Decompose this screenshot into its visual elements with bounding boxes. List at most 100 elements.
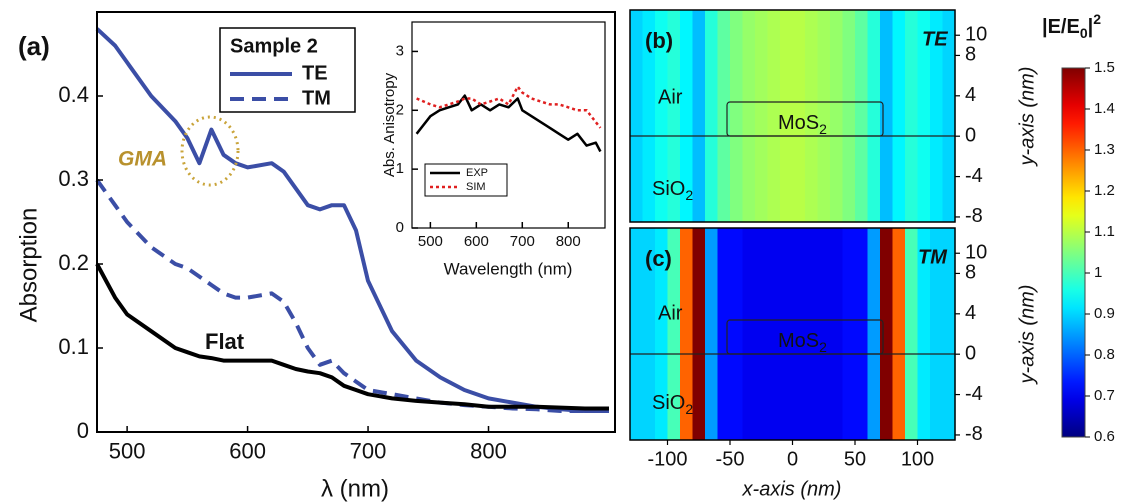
heatmap-column xyxy=(880,228,894,440)
x-tick-label: 50 xyxy=(844,448,866,470)
film-label-main: MoS xyxy=(778,330,819,352)
heatmap-column xyxy=(917,228,931,440)
heatmap-column xyxy=(917,10,931,222)
heatmap-column xyxy=(817,228,831,440)
heatmap-column xyxy=(655,228,669,440)
colorbar-tick-label: 1.5 xyxy=(1094,59,1115,76)
heatmap-column xyxy=(705,10,719,222)
inset-y-label: Abs. Anisotropy xyxy=(381,72,398,177)
heatmap-column xyxy=(767,228,781,440)
colorbar-tick-label: 1.2 xyxy=(1094,182,1115,199)
x-axis-label: λ (nm) xyxy=(321,475,389,502)
colorbar-tick-label: 1.4 xyxy=(1094,100,1115,117)
heatmap-column xyxy=(805,10,819,222)
y-tick-label: 4 xyxy=(965,84,976,106)
colorbar-title-part: |E/E xyxy=(1042,16,1080,38)
annotation: Air xyxy=(658,86,683,108)
heatmap-column xyxy=(792,228,806,440)
y-tick-label: 4 xyxy=(965,302,976,324)
x-tick-label: 700 xyxy=(510,233,535,250)
y-tick-label: 3 xyxy=(396,42,404,59)
substrate-label: SiO2 xyxy=(652,392,693,416)
heatmap-column xyxy=(817,10,831,222)
colorbar-tick-label: 0.8 xyxy=(1094,346,1115,363)
heatmap-column xyxy=(930,10,944,222)
heatmap-column xyxy=(892,228,906,440)
y-tick-label: 2 xyxy=(396,101,404,118)
x-tick-label: 800 xyxy=(556,233,581,250)
legend-label: TM xyxy=(302,87,331,109)
y-tick-label: 0.3 xyxy=(58,166,89,191)
heatmap-column xyxy=(842,10,856,222)
y-tick-label: 0.1 xyxy=(58,334,89,359)
colorbar-tick-label: 0.9 xyxy=(1094,305,1115,322)
x-tick-label: 600 xyxy=(464,233,489,250)
heatmap-column xyxy=(830,228,844,440)
heatmap-column xyxy=(942,228,956,440)
panel-label: (a) xyxy=(18,31,50,61)
y-tick-label: -4 xyxy=(965,383,983,405)
panel-label: (b) xyxy=(645,28,673,53)
heatmap-column xyxy=(867,10,881,222)
substrate-label-sub: 2 xyxy=(685,401,693,417)
inset-frame xyxy=(411,21,606,229)
heatmap-column xyxy=(780,10,794,222)
y-tick-label: -8 xyxy=(965,423,983,445)
film-label-sub: 2 xyxy=(819,339,827,355)
x-tick-label: 800 xyxy=(470,439,507,464)
substrate-label-main: SiO xyxy=(652,178,685,200)
heatmap-column xyxy=(642,10,656,222)
y-tick-label: 0.4 xyxy=(58,82,89,107)
y-axis-label: y-axis (nm) xyxy=(1016,67,1038,168)
heatmap-column xyxy=(642,228,656,440)
heatmap-column xyxy=(842,228,856,440)
film-outline xyxy=(726,319,884,355)
x-tick-label: 700 xyxy=(350,439,387,464)
legend-label: TE xyxy=(302,62,328,84)
heatmap-column xyxy=(830,10,844,222)
plot-frame xyxy=(629,9,956,223)
heatmap-column xyxy=(692,10,706,222)
colorbar-tick-label: 1.1 xyxy=(1094,223,1115,240)
heatmap-column xyxy=(730,228,744,440)
series-line xyxy=(95,27,609,413)
panel-title: TM xyxy=(918,246,948,268)
colorbar xyxy=(1061,67,1086,438)
colorbar-tick-label: 1 xyxy=(1094,264,1102,281)
inset-legend-box xyxy=(424,163,508,197)
film-label-main: MoS xyxy=(778,112,819,134)
series-line xyxy=(95,263,609,411)
heatmap-column xyxy=(755,10,769,222)
x-tick-label: 500 xyxy=(109,439,146,464)
heatmap-column xyxy=(880,10,894,222)
x-tick-label: 100 xyxy=(901,448,934,470)
heatmap-column xyxy=(742,228,756,440)
x-axis-label: x-axis (nm) xyxy=(742,478,842,500)
heatmap-column xyxy=(905,10,919,222)
heatmap-column xyxy=(792,10,806,222)
heatmap-column xyxy=(717,10,731,222)
y-tick-label: -8 xyxy=(965,205,983,227)
heatmap-column xyxy=(680,10,694,222)
heatmap-column xyxy=(855,10,869,222)
heatmap-column xyxy=(942,10,956,222)
series-label: Flat xyxy=(205,329,245,354)
x-tick-label: 600 xyxy=(229,439,266,464)
annotation: Air xyxy=(658,302,683,324)
plot-frame xyxy=(96,11,616,433)
x-tick-label: 500 xyxy=(418,233,443,250)
colorbar-title-part: | xyxy=(1088,16,1094,38)
heatmap-column xyxy=(755,228,769,440)
heatmap-column xyxy=(742,10,756,222)
annotation: GMA xyxy=(118,148,167,171)
y-tick-label: 10 xyxy=(965,24,987,46)
colorbar-tick-label: 0.7 xyxy=(1094,387,1115,404)
heatmap-column xyxy=(667,10,681,222)
x-tick-label: -100 xyxy=(647,448,687,470)
legend-label: EXP xyxy=(466,167,488,179)
heatmap-column xyxy=(717,228,731,440)
substrate-label: SiO2 xyxy=(652,178,693,202)
y-tick-label: 8 xyxy=(965,262,976,284)
colorbar-tick-label: 1.3 xyxy=(1094,141,1115,158)
